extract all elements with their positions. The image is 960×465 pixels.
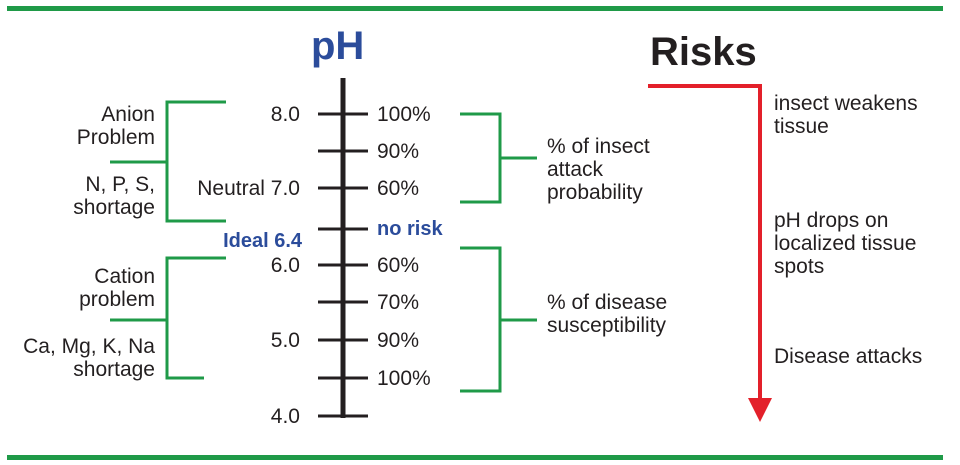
disease-group-line2: susceptibility (547, 314, 667, 337)
bottom-border (7, 455, 943, 460)
pct-label-90-top: 90% (377, 140, 420, 163)
risk-step1-line1: insect weakens (774, 92, 918, 115)
cation-bracket (165, 256, 226, 380)
cation-problem-line2: problem (79, 288, 155, 311)
risk-step3-line1: Disease attacks (774, 345, 923, 368)
anion-bracket (165, 100, 226, 223)
pct-label-100-bottom: 100% (377, 367, 431, 390)
anion-problem-line2: Problem (76, 126, 155, 149)
insect-group-line2: attack (547, 158, 604, 181)
top-border (7, 6, 943, 11)
ph-title: pH (311, 24, 365, 68)
insect-group-line3: probability (547, 181, 643, 204)
anion-shortage-line1: N, P, S, (85, 173, 155, 196)
pct-label-60-bottom: 60% (377, 254, 420, 277)
scale-label-4-0: 4.0 (270, 405, 300, 428)
scale-label-8-0: 8.0 (270, 103, 300, 126)
scale-label-5-0: 5.0 (270, 329, 300, 352)
anion-problem-line1: Anion (101, 103, 155, 126)
risk-step2-line3: spots (774, 255, 825, 278)
no-risk-label: no risk (377, 218, 443, 240)
disease-bracket (460, 246, 502, 393)
cation-problem-line1: Cation (94, 265, 155, 288)
anion-shortage-line2: shortage (73, 196, 155, 219)
cation-shortage-line2: shortage (73, 358, 155, 381)
risk-arrow-line (648, 84, 762, 405)
insect-group-line1: % of insect (547, 135, 650, 158)
risk-step1-line2: tissue (774, 115, 829, 138)
pct-label-60-top: 60% (377, 177, 420, 200)
scale-label-6-0: 6.0 (270, 254, 300, 277)
risk-arrow-head (748, 398, 772, 422)
risk-step2-line2: localized tissue (774, 232, 917, 255)
risks-title: Risks (650, 30, 757, 74)
cation-shortage-line1: Ca, Mg, K, Na (23, 335, 155, 358)
pct-label-100-top: 100% (377, 103, 431, 126)
ideal-label: Ideal 6.4 (223, 230, 302, 252)
scale-label-7-0: Neutral 7.0 (197, 177, 300, 200)
pct-label-90-bottom: 90% (377, 329, 420, 352)
insect-bracket (460, 112, 502, 204)
risk-step2-line1: pH drops on (774, 209, 889, 232)
pct-label-70: 70% (377, 291, 420, 314)
disease-group-line1: % of disease (547, 291, 668, 314)
